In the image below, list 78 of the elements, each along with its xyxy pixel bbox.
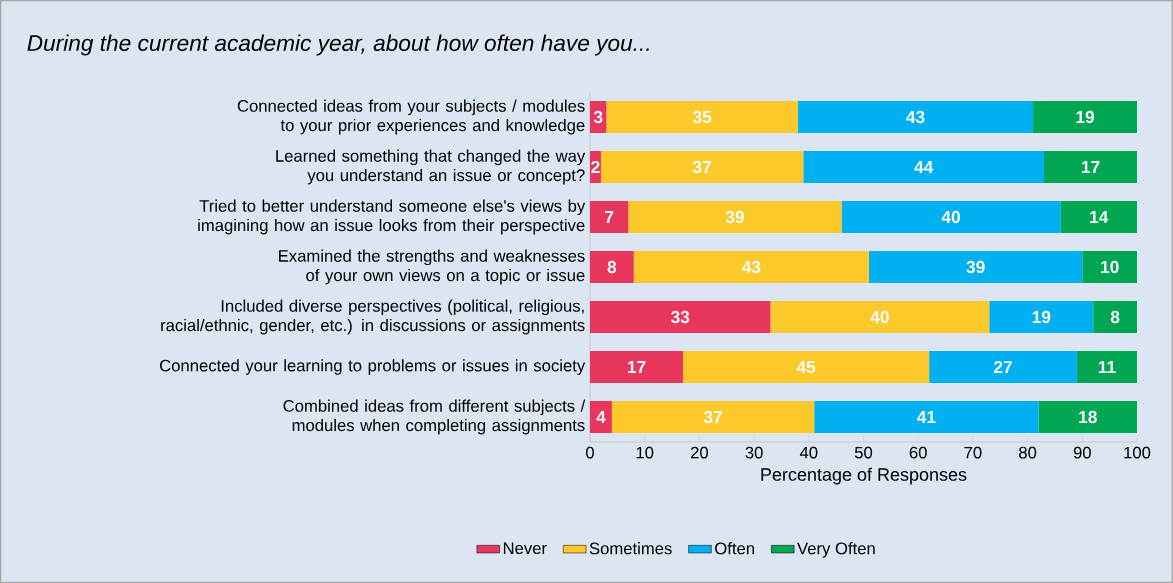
x-axis-title: Percentage of Responses <box>761 467 967 485</box>
data-label: 17 <box>1081 161 1100 173</box>
data-label: 17 <box>627 361 646 373</box>
x-tick-label: 10 <box>636 446 654 459</box>
legend-label: Often <box>715 542 754 555</box>
x-tick-label: 0 <box>586 446 594 459</box>
x-tick-label: 40 <box>799 446 818 459</box>
bar <box>590 251 634 283</box>
bar <box>814 401 1039 433</box>
bar <box>770 301 990 334</box>
data-label: 10 <box>1101 260 1119 274</box>
bar <box>633 251 869 283</box>
bar <box>1038 401 1138 433</box>
legend-label: Sometimes <box>589 542 672 555</box>
bar <box>797 101 1034 134</box>
x-tick-label: 100 <box>1124 446 1151 459</box>
data-label: 39 <box>725 210 744 224</box>
x-tick-label: 20 <box>690 446 709 459</box>
data-label: 19 <box>1076 110 1095 124</box>
bar <box>1093 301 1138 334</box>
bar <box>803 151 1045 184</box>
bar <box>989 301 1094 334</box>
bar <box>628 201 842 233</box>
data-label: 19 <box>1032 310 1051 324</box>
data-label: 37 <box>692 160 712 174</box>
bar <box>1060 201 1138 233</box>
data-label: 40 <box>870 310 889 324</box>
data-label: 37 <box>703 410 722 424</box>
y-tick-label: Combined ideas from different subjects / modules when completing assignments <box>283 399 586 435</box>
y-tick-label: Examined the strengths and weaknesses of your own views on a topic or issue <box>279 249 585 285</box>
x-tick-label: 30 <box>745 446 763 459</box>
bar <box>590 201 629 233</box>
x-tick-label: 60 <box>909 446 927 459</box>
data-label: 3 <box>593 110 603 124</box>
bar <box>868 251 1083 283</box>
bar <box>1076 351 1138 384</box>
text: During the current academic year, about how often have you... <box>27 34 649 56</box>
bar <box>841 201 1061 233</box>
data-label: 11 <box>1098 361 1116 373</box>
bar <box>682 351 930 384</box>
data-label: 27 <box>993 360 1012 374</box>
data-label: 40 <box>941 210 960 224</box>
legend-label: Never <box>503 542 547 555</box>
y-tick-label: Learned something that changed the way you understand an issue or concept? <box>276 149 586 185</box>
data-label: 2 <box>591 160 600 174</box>
bar <box>1033 101 1138 134</box>
data-label: 41 <box>917 411 936 423</box>
bar <box>606 101 798 134</box>
data-label: 35 <box>692 110 712 124</box>
bar <box>590 301 771 334</box>
data-label: 8 <box>607 260 617 274</box>
data-label: 18 <box>1079 410 1097 424</box>
y-tick-label: Connected ideas from your subjects / modules to your prior experiences and knowledge <box>237 99 585 135</box>
data-label: 7 <box>605 211 614 223</box>
data-label: 39 <box>966 260 985 274</box>
data-label: 45 <box>796 360 816 374</box>
bar <box>1082 251 1138 283</box>
data-label: 33 <box>671 310 690 324</box>
data-label: 14 <box>1090 211 1109 223</box>
y-tick-label: Tried to better understand someone else's views by imagining how an issue looks from their perspective <box>198 199 586 235</box>
bar <box>590 351 683 384</box>
bar <box>611 401 815 433</box>
bar <box>929 351 1077 384</box>
x-tick-label: 90 <box>1073 446 1091 459</box>
x-tick-label: 70 <box>964 446 982 459</box>
data-label: 43 <box>742 260 761 274</box>
bar <box>590 401 612 433</box>
x-tick-label: 50 <box>854 446 873 459</box>
data-label: 4 <box>596 411 606 423</box>
x-tick-label: 80 <box>1019 446 1037 459</box>
bar <box>600 151 804 184</box>
data-label: 43 <box>906 110 925 124</box>
data-label: 8 <box>1110 310 1120 324</box>
bar <box>1044 151 1138 184</box>
legend-label: Very Often <box>797 542 875 558</box>
data-label: 44 <box>914 161 934 173</box>
y-tick-label: Included diverse perspectives (political, religious, racial/ethnic, gender, etc.) in discussions or assignments <box>161 299 585 335</box>
y-tick-label: Connected your learning to problems or issues in society <box>160 359 586 375</box>
